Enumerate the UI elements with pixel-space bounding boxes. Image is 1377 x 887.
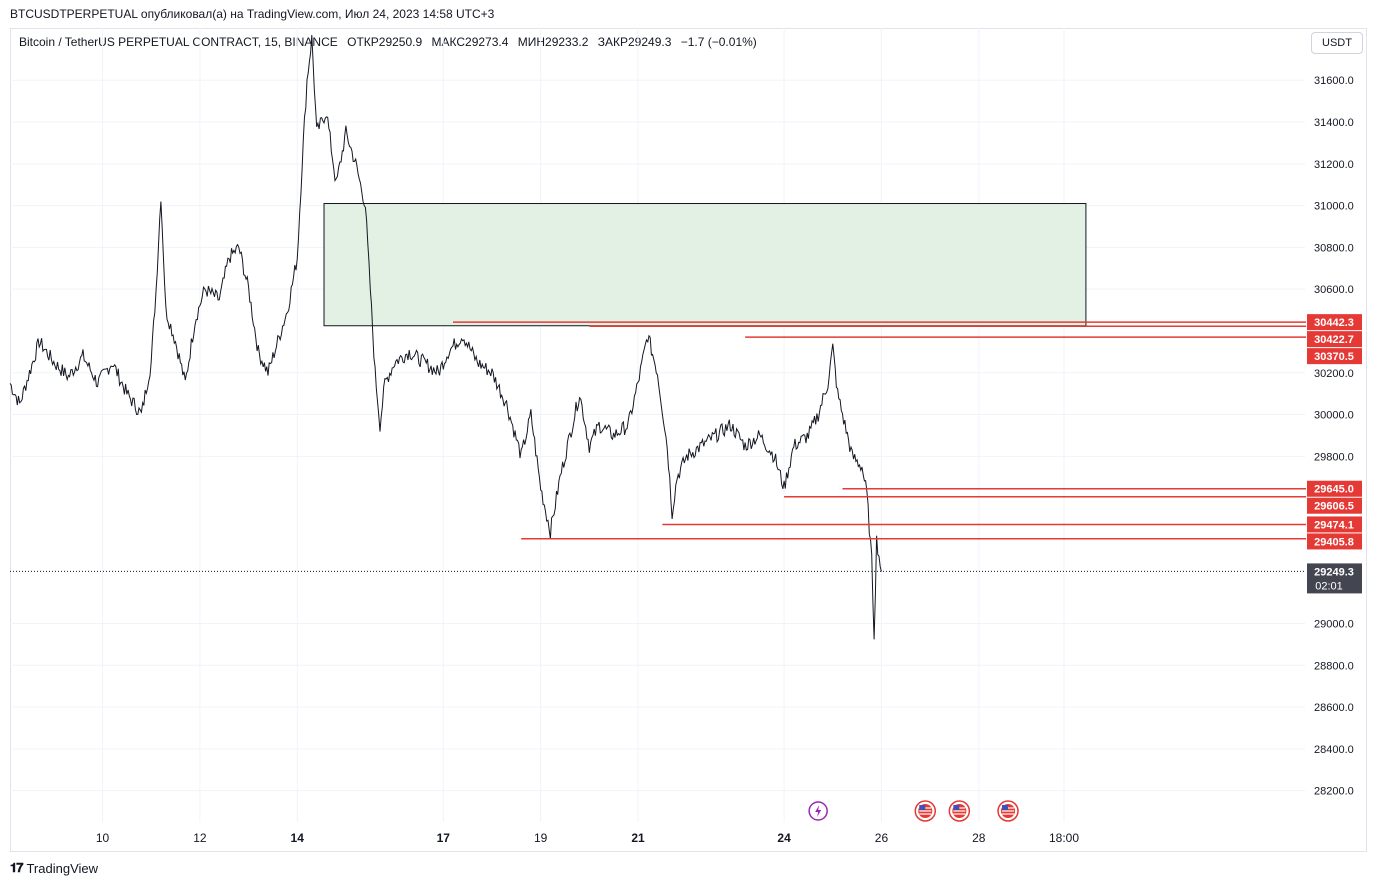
x-tick-label: 21 — [631, 831, 645, 845]
level-price-label: 30422.7 — [1314, 334, 1354, 346]
us-flag-icon — [953, 805, 960, 810]
high-value: МАКС29273.4 — [431, 35, 509, 49]
symbol-legend: Bitcoin / TetherUS PERPETUAL CONTRACT, 1… — [19, 35, 763, 49]
x-tick-label: 18:00 — [1049, 831, 1079, 845]
y-tick-label: 31200.0 — [1314, 159, 1354, 171]
level-price-label: 29606.5 — [1314, 501, 1354, 513]
level-price-label: 29405.8 — [1314, 536, 1354, 548]
last-price-badge — [1307, 563, 1362, 594]
y-tick-label: 31000.0 — [1314, 201, 1354, 213]
low-value: МИН29233.2 — [517, 35, 589, 49]
footer-brand: 𝟏𝟕 TradingView — [10, 860, 98, 876]
y-tick-label: 28800.0 — [1314, 660, 1354, 672]
y-tick-label: 28600.0 — [1314, 702, 1354, 714]
level-price-badge — [1307, 480, 1362, 497]
countdown-label: 02:01 — [1315, 580, 1343, 592]
level-price-badge — [1307, 497, 1362, 514]
last-price-label: 29249.3 — [1314, 566, 1354, 578]
y-tick-label: 30800.0 — [1314, 242, 1354, 254]
y-tick-label: 30000.0 — [1314, 410, 1354, 422]
level-price-badge — [1307, 331, 1362, 348]
y-tick-label: 29000.0 — [1314, 619, 1354, 631]
tradingview-logo-icon: 𝟏𝟕 — [10, 860, 24, 875]
level-price-label: 30442.3 — [1314, 317, 1354, 329]
symbol-title: Bitcoin / TetherUS PERPETUAL CONTRACT, 1… — [19, 35, 338, 49]
chart-frame — [10, 28, 1367, 852]
brand-name: TradingView — [26, 860, 99, 876]
level-price-label: 29645.0 — [1314, 484, 1354, 496]
price-series-line — [9, 34, 882, 640]
y-tick-label: 28200.0 — [1314, 786, 1354, 798]
close-value: ЗАКР29249.3 — [597, 35, 672, 49]
x-tick-label: 10 — [96, 831, 110, 845]
lightning-icon — [815, 805, 822, 817]
level-price-label: 29474.1 — [1314, 519, 1354, 531]
x-tick-label: 19 — [534, 831, 548, 845]
y-tick-label: 30600.0 — [1314, 284, 1354, 296]
x-tick-label: 28 — [972, 831, 986, 845]
y-tick-label: 31600.0 — [1314, 75, 1354, 87]
publication-line: BTCUSDTPERPETUAL опубликовал(а) на Tradi… — [10, 7, 495, 21]
x-tick-label: 14 — [291, 831, 305, 845]
change-value: −1.7 (−0.01%) — [680, 35, 757, 49]
currency-button[interactable]: USDT — [1311, 32, 1363, 54]
y-tick-label: 28400.0 — [1314, 744, 1354, 756]
x-tick-label: 17 — [437, 831, 451, 845]
level-price-label: 30370.5 — [1314, 351, 1354, 363]
level-price-badge — [1307, 516, 1362, 533]
x-tick-label: 26 — [875, 831, 889, 845]
x-tick-label: 12 — [193, 831, 207, 845]
us-flag-icon — [919, 805, 926, 810]
y-tick-label: 30200.0 — [1314, 368, 1354, 380]
us-flag-icon — [1002, 805, 1009, 810]
level-price-badge — [1307, 533, 1362, 550]
demand-zone — [323, 203, 1087, 327]
y-tick-label: 31400.0 — [1314, 117, 1354, 129]
open-value: ОТКР29250.9 — [347, 35, 423, 49]
x-tick-label: 24 — [777, 831, 791, 845]
level-price-badge — [1307, 348, 1362, 365]
level-price-badge — [1307, 314, 1362, 331]
y-tick-label: 29800.0 — [1314, 451, 1354, 463]
